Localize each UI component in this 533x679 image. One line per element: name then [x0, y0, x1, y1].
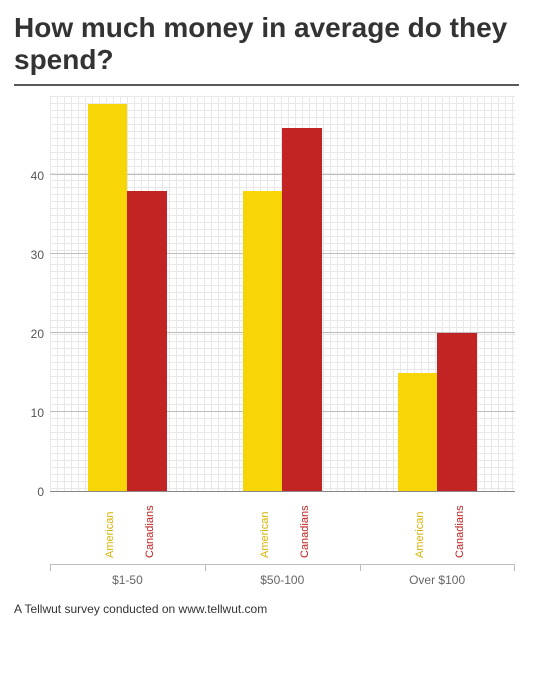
y-tick-label: 40 [31, 169, 44, 183]
bar [398, 373, 438, 492]
series-label: Canadians [144, 506, 156, 559]
bar [437, 333, 477, 491]
bars-layer [50, 96, 515, 491]
y-tick-label: 30 [31, 248, 44, 262]
bar [243, 191, 283, 491]
bar [127, 191, 167, 491]
plot-area [50, 96, 515, 492]
y-tick-label: 10 [31, 406, 44, 420]
y-tick-label: 0 [37, 485, 44, 499]
x-axis-tick [50, 565, 51, 571]
title-rule [14, 84, 519, 86]
x-axis-tick [360, 565, 361, 571]
x-axis-tick [205, 565, 206, 571]
series-labels: American Canadians American Canadians Americ… [50, 492, 515, 562]
series-label: American [259, 512, 271, 558]
series-label: Canadians [454, 506, 466, 559]
series-label: American [104, 512, 116, 558]
category-label: Over $100 [409, 573, 465, 587]
x-axis-tick [514, 565, 515, 571]
bar [88, 104, 128, 491]
bar [282, 128, 322, 491]
y-tick-label: 20 [31, 327, 44, 341]
category-label: $50-100 [260, 573, 304, 587]
y-axis: 0 10 20 30 40 [14, 92, 50, 592]
x-axis: $1-50 $50-100 Over $100 [50, 564, 515, 592]
chart-title: How much money in average do they spend? [14, 12, 519, 76]
category-label: $1-50 [112, 573, 143, 587]
chart: 0 10 20 30 40 American Canadians American Canad… [14, 92, 519, 592]
series-label: Canadians [299, 506, 311, 559]
series-label: American [414, 512, 426, 558]
chart-caption: A Tellwut survey conducted on www.tellwu… [14, 602, 519, 616]
